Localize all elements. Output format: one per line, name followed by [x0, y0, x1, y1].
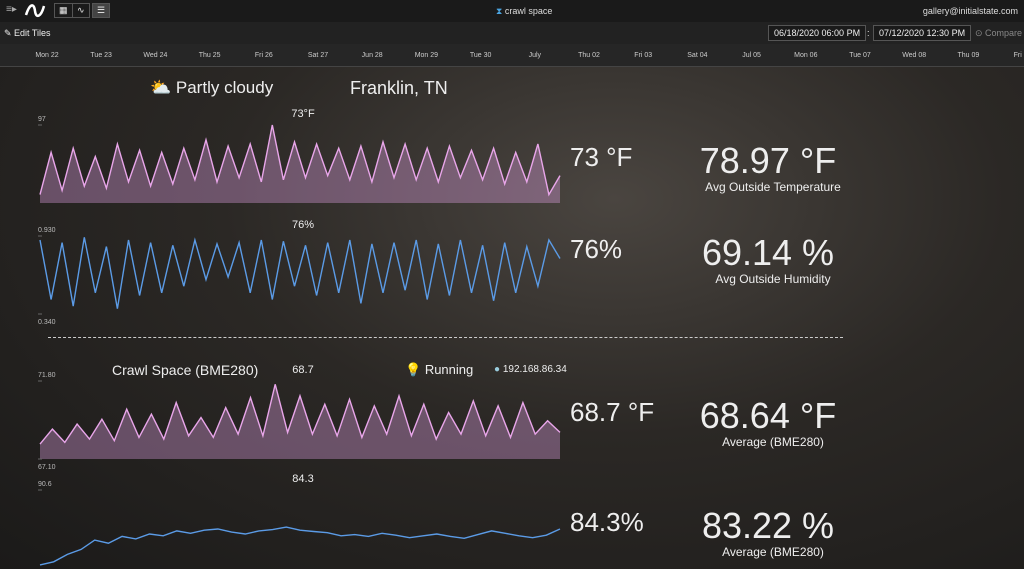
y-tick-label: 71.80: [38, 372, 56, 379]
average-caption: Average (BME280): [722, 545, 824, 559]
average-caption: Avg Outside Humidity: [715, 272, 831, 286]
y-tick-label: 97: [38, 116, 46, 123]
current-value: 68.7 °F: [570, 397, 655, 427]
menu-icon[interactable]: ≡▸: [6, 4, 17, 15]
average-value: 68.64 °F: [699, 395, 837, 436]
timeline-label: Tue 07: [849, 52, 871, 59]
sparkline-line: [39, 124, 561, 197]
sparkline-line: [39, 237, 561, 309]
status-text: Running: [424, 362, 474, 377]
current-value: 73 °F: [570, 142, 633, 172]
grid-view-button[interactable]: ▦: [54, 3, 73, 18]
end-date[interactable]: 07/12/2020 12:30 PM: [873, 25, 972, 41]
average-value: 78.97 °F: [699, 140, 837, 181]
sparkline: 71.80 67.10: [38, 372, 561, 471]
timeline-label: July: [528, 52, 542, 59]
sparkline-line: [39, 526, 561, 566]
start-date[interactable]: 06/18/2020 06:00 PM: [768, 25, 867, 41]
top-bar: ≡▸ ▦ ∿ ☰ ⧗ crawl space gallery@initialst…: [0, 0, 1024, 22]
separator: :: [867, 28, 870, 38]
timeline-label: Tue 30: [469, 52, 492, 59]
compare[interactable]: ⊙ Compare: [975, 28, 1023, 38]
timeline-label: Wed 24: [143, 52, 168, 59]
timeline-label: Thu 02: [578, 52, 600, 59]
average-caption: Avg Outside Temperature: [705, 180, 841, 194]
ip-text: 192.168.86.34: [502, 364, 567, 375]
title-text: crawl space: [504, 6, 553, 16]
toolbar: ✎ Edit Tiles 06/18/2020 06:00 PM : 07/12…: [0, 22, 1024, 44]
list-view-button[interactable]: ☰: [92, 3, 111, 18]
sparkline-line: [39, 384, 561, 445]
y-tick-label: 0.930: [38, 227, 56, 234]
crawl-title: Crawl Space (BME280): [112, 362, 259, 378]
timeline: Mon 22 Tue 23 Wed 24 Thu 25 Fri 26 Sat 27 Jun …: [0, 44, 1024, 67]
edit-tiles[interactable]: ✎ Edit Tiles: [4, 28, 51, 38]
chart-view-button[interactable]: ∿: [72, 3, 90, 18]
y-tick-label: 67.10: [38, 464, 56, 471]
divider: [48, 337, 843, 338]
condition-text: Partly cloudy: [175, 78, 274, 97]
sparkline-label: 76%: [291, 219, 315, 231]
timeline-label: Sat 04: [687, 52, 708, 59]
compare-text: Compare: [985, 28, 1023, 38]
edit-text: Edit Tiles: [14, 28, 51, 38]
sparkline: 0.930 0.340: [38, 227, 561, 326]
status: 💡 Running: [405, 362, 474, 377]
timeline-label: Fri 26: [254, 52, 273, 59]
weather-location: Franklin, TN: [350, 78, 448, 98]
sparkline: 97: [38, 116, 561, 203]
y-tick-label: 0.340: [38, 319, 56, 326]
user-email[interactable]: gallery@initialstate.com: [922, 6, 1018, 16]
timeline-label: Jul 05: [742, 52, 761, 59]
bucket-title: ⧗ crawl space: [496, 6, 553, 16]
timeline-label: Mon 22: [35, 52, 59, 59]
sparkline-label: 84.3: [292, 473, 314, 485]
average-value: 69.14 %: [701, 232, 835, 273]
timeline-label: Thu 25: [198, 52, 221, 59]
average-value: 83.22 %: [701, 505, 835, 546]
timeline-label: Sat 27: [307, 52, 329, 59]
average-caption: Average (BME280): [722, 435, 824, 449]
sparkline-label: 73°F: [291, 108, 315, 120]
sparkline-label: 68.7: [292, 364, 314, 376]
timeline-label: Fri 03: [634, 52, 653, 59]
sparkline-area: [40, 125, 560, 203]
timeline-label: Mon 06: [794, 52, 818, 59]
timeline-label: Fri 10: [1013, 52, 1024, 59]
timeline-label: Wed 08: [902, 52, 927, 59]
ip-address: ● 192.168.86.34: [494, 364, 567, 375]
current-value: 76%: [570, 234, 623, 264]
y-tick-label: 90.6: [38, 481, 52, 488]
timeline-label: Tue 23: [90, 52, 112, 59]
timeline-label: Mon 29: [414, 52, 439, 59]
timeline-label: Jun 28: [361, 52, 383, 59]
sparkline-area: [40, 384, 560, 459]
weather-condition: ⛅ Partly cloudy: [150, 78, 274, 97]
sparkline: 90.6: [38, 481, 561, 566]
current-value: 84.3%: [570, 507, 644, 537]
timeline-label: Thu 09: [957, 52, 980, 59]
logo[interactable]: [24, 3, 46, 19]
